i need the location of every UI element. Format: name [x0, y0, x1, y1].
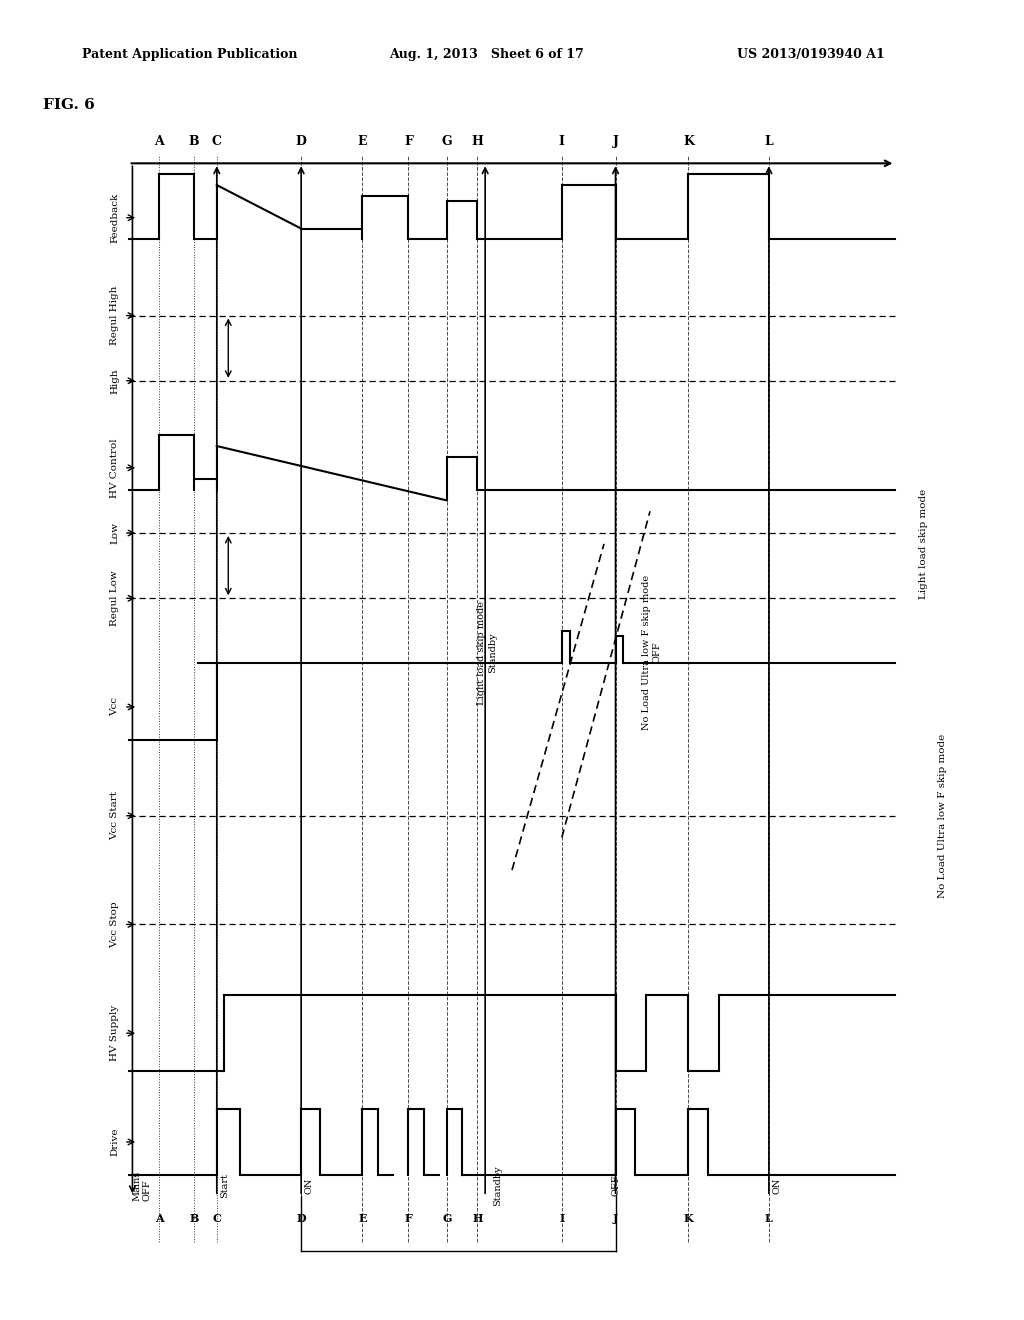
- Text: Start: Start: [220, 1173, 229, 1197]
- Text: Regul High: Regul High: [111, 286, 119, 346]
- Text: Vcc: Vcc: [111, 697, 119, 717]
- Text: L: L: [765, 135, 773, 148]
- Text: K: K: [684, 1213, 693, 1224]
- Text: H: H: [472, 1213, 482, 1224]
- Text: Aug. 1, 2013   Sheet 6 of 17: Aug. 1, 2013 Sheet 6 of 17: [389, 48, 584, 61]
- Text: OFF: OFF: [611, 1175, 621, 1196]
- Text: Light load skip mode
Standby: Light load skip mode Standby: [477, 601, 497, 705]
- Text: Standby: Standby: [493, 1166, 502, 1205]
- Text: D: D: [296, 1213, 306, 1224]
- Text: Regul Low: Regul Low: [111, 570, 119, 626]
- Text: US 2013/0193940 A1: US 2013/0193940 A1: [737, 48, 885, 61]
- Text: H: H: [472, 135, 483, 148]
- Text: No Load Ultra low F skip mode
OFF: No Load Ultra low F skip mode OFF: [642, 576, 662, 730]
- Text: No Load Ultra low F skip mode: No Load Ultra low F skip mode: [938, 734, 947, 898]
- Text: L: L: [765, 1213, 773, 1224]
- Text: C: C: [212, 1213, 221, 1224]
- Text: Low: Low: [111, 521, 119, 544]
- Text: J: J: [612, 135, 618, 148]
- Text: I: I: [559, 1213, 564, 1224]
- Text: D: D: [296, 135, 306, 148]
- Text: A: A: [155, 1213, 164, 1224]
- Text: K: K: [683, 135, 694, 148]
- Text: HV Supply: HV Supply: [111, 1005, 119, 1061]
- Text: J: J: [612, 1213, 618, 1224]
- Text: A: A: [155, 135, 164, 148]
- Text: F: F: [404, 1213, 413, 1224]
- Text: Vcc Start: Vcc Start: [111, 791, 119, 841]
- Text: E: E: [358, 1213, 367, 1224]
- Text: I: I: [559, 135, 565, 148]
- Text: Vcc Stop: Vcc Stop: [111, 902, 119, 948]
- Text: Patent Application Publication: Patent Application Publication: [82, 48, 297, 61]
- Text: F: F: [404, 135, 413, 148]
- Text: Light load skip mode: Light load skip mode: [920, 488, 929, 599]
- Text: G: G: [441, 135, 453, 148]
- Text: Mains
OFF: Mains OFF: [132, 1171, 152, 1200]
- Text: FIG. 6: FIG. 6: [43, 98, 95, 112]
- Text: ON: ON: [305, 1177, 314, 1193]
- Text: High: High: [111, 368, 119, 393]
- Text: B: B: [188, 135, 199, 148]
- Text: Drive: Drive: [111, 1127, 119, 1156]
- Text: B: B: [189, 1213, 199, 1224]
- Text: ON: ON: [773, 1177, 781, 1193]
- Text: Feedback: Feedback: [111, 193, 119, 243]
- Text: E: E: [357, 135, 368, 148]
- Text: C: C: [212, 135, 222, 148]
- Text: HV Control: HV Control: [111, 438, 119, 498]
- Text: G: G: [442, 1213, 452, 1224]
